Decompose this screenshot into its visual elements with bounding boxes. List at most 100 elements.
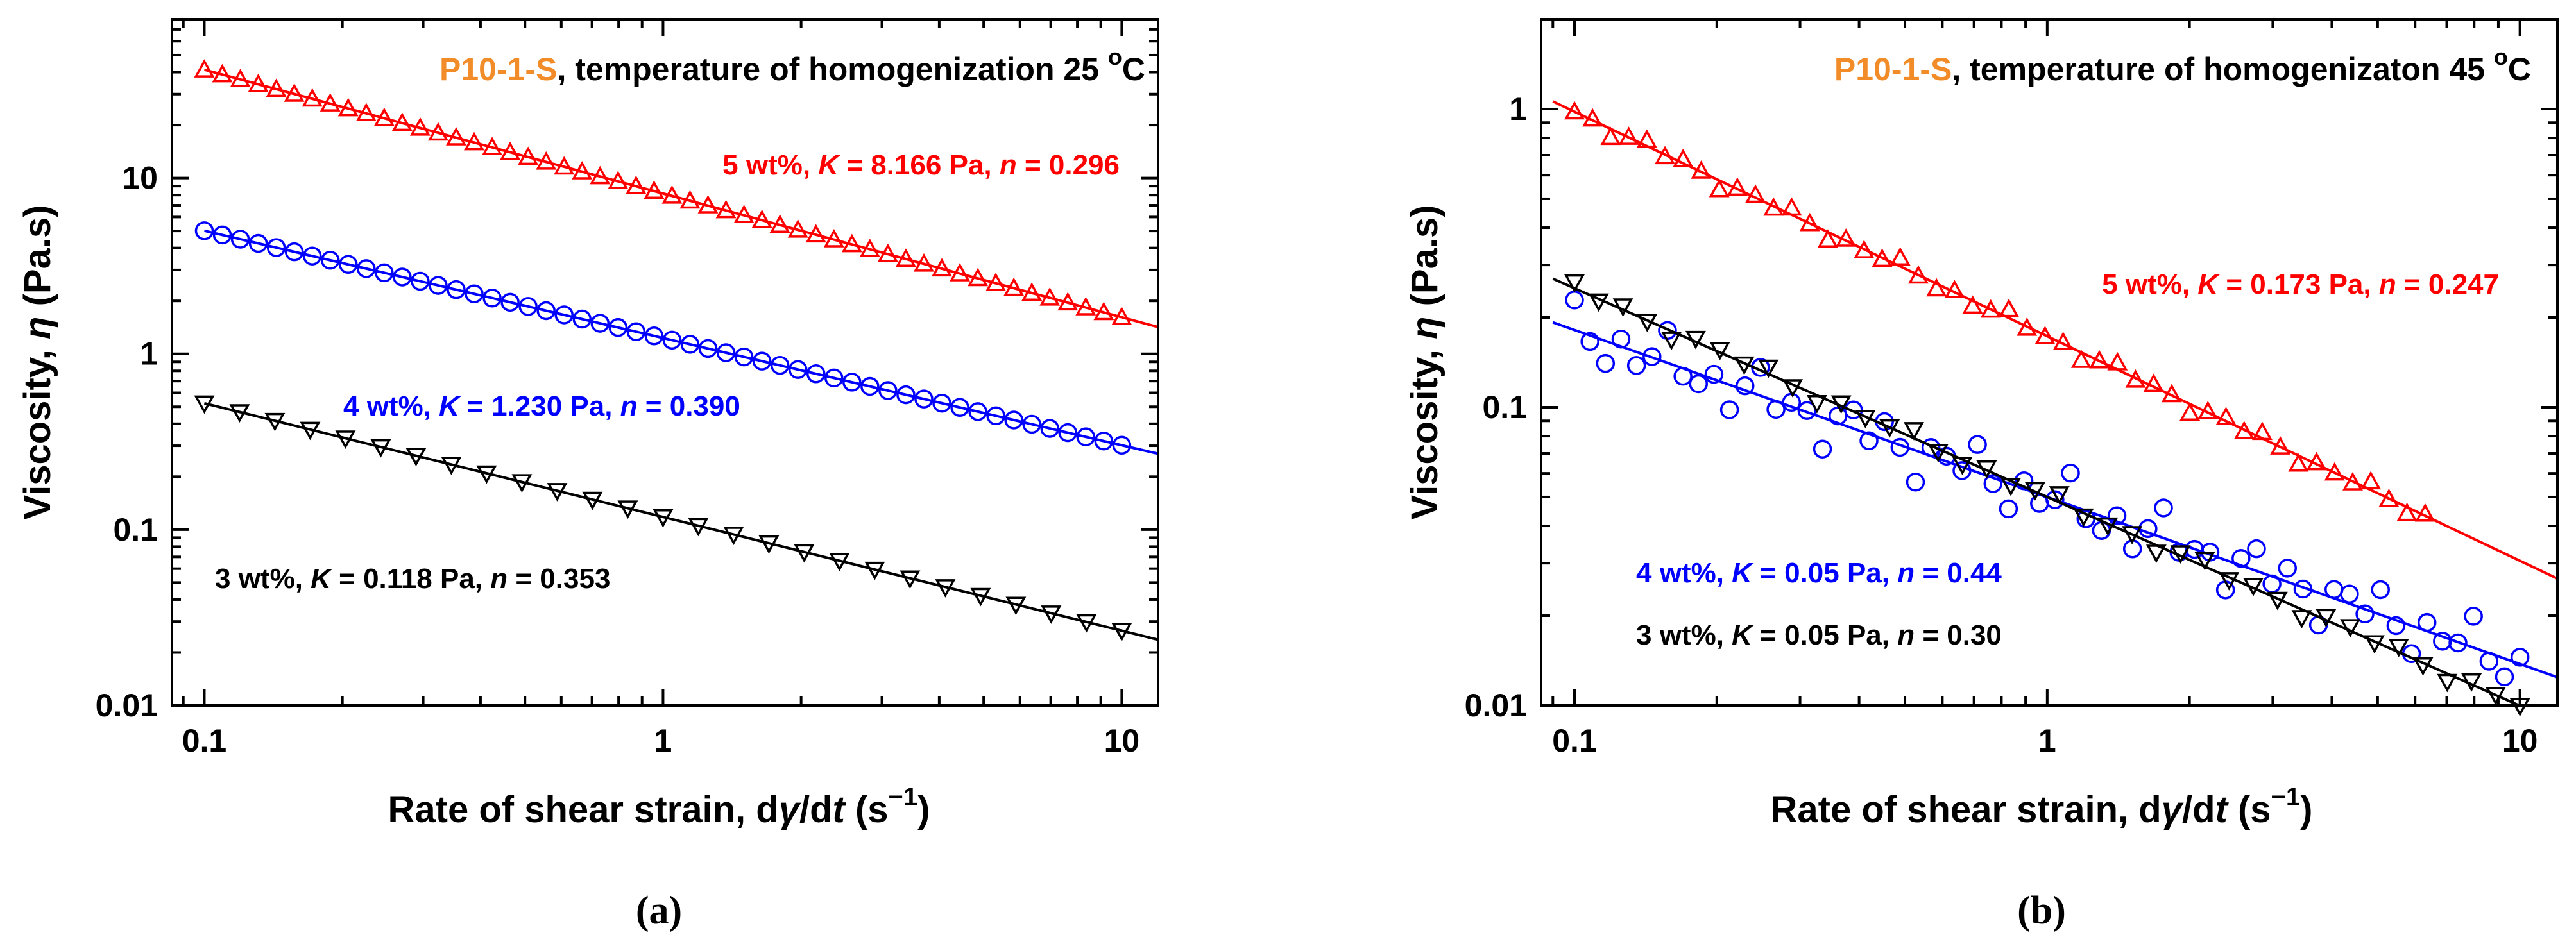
panel-b-ytick-label: 0.01 — [1465, 687, 1527, 723]
panel-a-series-4wt-point — [662, 330, 682, 350]
panel-b-series-5wt-point — [2396, 502, 2418, 521]
panel-a-series-3wt-point — [653, 509, 674, 528]
panel-a-series-3wt-point — [582, 491, 603, 510]
panel-a-series-4wt-point — [716, 343, 736, 362]
panel-a-series-5wt-point — [895, 248, 916, 267]
panel-b-series-5wt-point — [2052, 332, 2074, 350]
panel-a-title-rest: , temperature of homogenization 25 — [557, 51, 1107, 87]
panel-a: 0.1 1 10 0.01 0.1 1 10 P10-1-S, temperature of… — [17, 18, 1159, 932]
panel-b-series-4wt-point — [1611, 329, 1631, 349]
panel-a-series-4wt-point — [536, 301, 556, 321]
panel-b-series-3wt-point — [2485, 687, 2506, 706]
panel-b-label-5wt-pre: 5 wt%, — [2102, 269, 2197, 300]
panel-a-series-3wt-point — [476, 465, 497, 484]
panel-a-series-4wt-point — [1022, 414, 1041, 434]
panel-a-series-5wt-point — [391, 112, 413, 131]
panel-a-series-5wt-point — [284, 83, 305, 102]
panel-a-title-sample: P10-1-S — [439, 51, 557, 87]
panel-b-series-4wt-point — [2247, 539, 2266, 559]
panel-b-series-4wt-point — [2154, 498, 2173, 518]
panel-b-series-5wt-point — [2324, 462, 2345, 481]
panel-a-label-3wt-pre: 3 wt%, — [215, 563, 311, 594]
panel-a-series-5wt-point — [932, 258, 952, 277]
panel-a-series-5wt-point — [212, 63, 233, 83]
panel-a-series-4wt-point — [375, 263, 394, 283]
panel-a-series-5wt-point — [697, 195, 719, 214]
panel-b-series-4wt-point — [1766, 400, 1786, 419]
panel-a-series-5wt-point — [787, 219, 808, 238]
panel-b-title: P10-1-S, temperature of homogenizaton 45… — [1834, 44, 2531, 87]
panel-a-series-5wt-point — [877, 243, 898, 262]
panel-a-series-5wt-point — [751, 209, 772, 228]
panel-a-series-5wt-point — [841, 233, 862, 253]
panel-b-xlabel-t: t — [2215, 789, 2230, 830]
panel-a-series-3wt-point — [688, 518, 709, 537]
panel-a-series-3wt-point — [300, 421, 321, 441]
panel-b-series-4wt-point — [2293, 579, 2313, 599]
panel-b-series-3wt-fit-line — [1552, 277, 2523, 705]
panel-b-series-3wt-point — [2291, 610, 2312, 629]
panel-b-xlabel-unit-open: (s — [2228, 789, 2271, 830]
panel-a-title-degree: o — [1108, 44, 1122, 70]
panel-b-series-3wt-point — [2340, 619, 2361, 638]
panel-b-series-4wt-point — [2464, 607, 2483, 626]
panel-a-series-5wt-point — [644, 180, 665, 199]
panel-b-series-4wt-point — [1642, 347, 1662, 366]
panel-b-series-5wt-point — [2360, 471, 2382, 490]
panel-a-series-4wt-point — [680, 335, 700, 354]
panel-a-series-4wt-point — [914, 389, 934, 409]
panel-a-series-3wt-point — [935, 579, 956, 598]
panel-a-series-5wt-point — [733, 205, 755, 223]
panel-a-series-4wt-point — [194, 221, 214, 240]
panel-a-label-4wt-n: n — [620, 391, 638, 422]
panel-a-series-4wt-point — [411, 271, 430, 291]
panel-a-series-4wt-point — [968, 402, 987, 421]
panel-b-series-5wt-point — [2414, 503, 2435, 522]
panel-b-series-5wt-point — [1673, 148, 1694, 167]
panel-a-series-3wt-point — [723, 527, 744, 546]
panel-a-marks — [194, 59, 1158, 642]
panel-b-series-3wt-point — [2194, 552, 2215, 571]
panel-a-series-5wt-point — [859, 239, 880, 257]
panel-a-series-3wt-point — [864, 561, 885, 580]
panel-b-label-3wt-mid: = 0.05 Pa, — [1752, 620, 1897, 651]
panel-b-title-degree: o — [2494, 44, 2508, 70]
panel-a-series-5wt-fit-line — [203, 68, 1158, 328]
panel-b-series-5wt-point — [1854, 240, 1875, 258]
panel-b-series-4wt-point — [2495, 667, 2514, 687]
panel-a-label-4wt-pre: 4 wt%, — [343, 391, 439, 422]
panel-a-label-4wt-mid: = 1.230 Pa, — [459, 391, 620, 422]
panel-a-label-3wt-K: K — [311, 563, 333, 594]
panel-a-series-5wt-point — [500, 141, 521, 160]
panel-b-series-4wt-point — [2061, 463, 2080, 483]
panel-b-series-5wt-point — [2070, 349, 2092, 368]
panel-b-series-5wt-point — [1691, 160, 1712, 179]
panel-a-series-5wt-point — [230, 69, 251, 87]
panel-a-series-4wt-point — [518, 297, 538, 316]
panel-b-series-3wt-point — [2412, 657, 2434, 676]
panel-a-series-4wt-point — [447, 280, 466, 299]
panel-b-label-4wt-mid: = 0.05 Pa, — [1752, 557, 1897, 589]
panel-a-series-4wt-point — [554, 305, 574, 324]
panel-a-series-3wt-point — [970, 587, 991, 607]
panel-b-series-4wt-point — [2340, 584, 2359, 604]
panel-b-label-4wt-pre: 4 wt%, — [1636, 557, 1732, 589]
panel-a-series-3wt-point — [441, 457, 462, 475]
panel-b-xlabel-gamma: γ — [2162, 789, 2184, 830]
panel-b-label-3wt: 3 wt%, K = 0.05 Pa, n = 0.30 — [1636, 620, 2002, 651]
panel-a-title-unit: C — [1122, 51, 1145, 87]
panel-b-label-5wt-n: n — [2379, 269, 2396, 300]
panel-b-series-3wt-point — [2316, 609, 2337, 628]
panel-b-series-5wt-point — [2034, 326, 2056, 344]
panel-b-series-5wt-point — [2251, 421, 2273, 441]
panel-b-series-3wt-point — [2437, 673, 2458, 693]
panel-a-label-3wt-post: = 0.353 — [508, 563, 610, 594]
panel-a-series-5wt-point — [409, 117, 431, 136]
panel-a-label-5wt-mid: = 8.166 Pa, — [839, 149, 1000, 181]
panel-a-series-5wt-point — [608, 171, 629, 189]
panel-b-series-5wt-point — [1799, 212, 1820, 232]
panel-b-ylabel-prefix: Viscosity, — [1404, 339, 1446, 520]
panel-a-ytick-label: 1 — [140, 336, 158, 372]
panel-a-label-3wt: 3 wt%, K = 0.118 Pa, n = 0.353 — [215, 563, 610, 594]
panel-a-series-3wt-point — [335, 430, 356, 449]
